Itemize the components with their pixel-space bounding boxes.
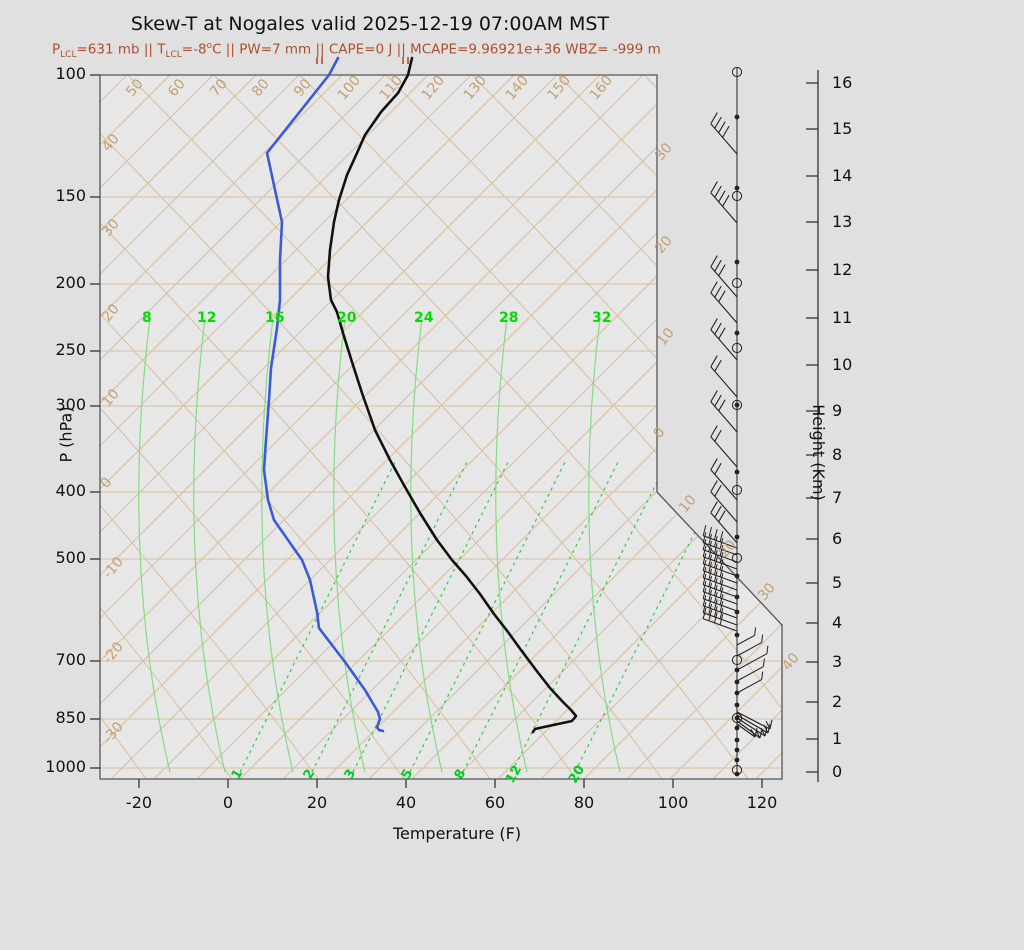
temperature-axis-title: Temperature (F): [392, 824, 522, 843]
height-tick-label: 14: [832, 166, 853, 185]
pressure-tick-label: 200: [55, 273, 86, 292]
moist-adiabat-label: 28: [499, 310, 519, 326]
wind-barb-column: [702, 66, 773, 777]
height-tick-label: 9: [832, 401, 843, 420]
sounding-indices-line: PLCL=631 mb || TLCL=-8oC || PW=7 mm || C…: [52, 41, 661, 60]
subtitle-fragment: C || PW=7 mm || CAPE=0 J || MCAPE=9.9692…: [212, 41, 661, 58]
height-tick-label: 3: [832, 652, 843, 671]
pressure-tick-label: 300: [55, 395, 86, 414]
moist-adiabat-label: 12: [197, 310, 217, 326]
pressure-tick-label: 150: [55, 186, 86, 205]
subtitle-fragment: =631 mb || T: [76, 41, 166, 58]
pressure-tick-label: 500: [55, 548, 86, 567]
pressure-tick-label: 400: [55, 481, 86, 500]
pressure-tick-label: 1000: [45, 757, 86, 776]
height-tick-label: 7: [832, 488, 843, 507]
height-tick-label: 2: [832, 692, 843, 711]
temperature-tick-label: 60: [484, 793, 506, 812]
height-axis-title: Height (Km): [808, 404, 828, 501]
height-tick-label: 8: [832, 445, 843, 464]
pressure-tick-label: 700: [55, 650, 86, 669]
height-tick-label: 11: [832, 308, 853, 327]
height-tick-label: 13: [832, 212, 853, 231]
height-tick-label: 12: [832, 260, 853, 279]
subtitle-fragment: =-8: [181, 41, 207, 58]
pressure-axis-title: P (hPa): [56, 406, 76, 463]
temperature-tick-label: 0: [222, 793, 234, 812]
chart-title: Skew-T at Nogales valid 2025-12-19 07:00…: [130, 13, 610, 35]
height-tick-label: 16: [832, 73, 853, 92]
pressure-tick-label: 100: [55, 64, 86, 83]
height-tick-label: 10: [832, 355, 853, 374]
temperature-tick-label: -20: [125, 793, 153, 812]
moist-adiabat-label: 20: [337, 310, 357, 326]
height-tick-label: 6: [832, 529, 843, 548]
moist-adiabat-label: 8: [142, 310, 152, 326]
temperature-tick-label: 120: [746, 793, 778, 812]
height-tick-label: 5: [832, 573, 843, 592]
subtitle-fragment: o: [206, 41, 213, 51]
pressure-tick-label: 250: [55, 340, 86, 359]
height-tick-label: 15: [832, 119, 853, 138]
height-tick-label: 1: [832, 729, 843, 748]
moist-adiabat-label: 24: [414, 310, 434, 326]
axis-ticks: [90, 70, 819, 788]
height-tick-label: 0: [832, 762, 843, 781]
subtitle-fragment: P: [52, 41, 61, 58]
subtitle-fragment: LCL: [165, 50, 182, 61]
temperature-tick-label: 100: [657, 793, 689, 812]
temperature-tick-label: 80: [573, 793, 595, 812]
moist-adiabat-label: 16: [265, 310, 285, 326]
temperature-tick-label: 20: [306, 793, 328, 812]
pressure-tick-label: 850: [55, 708, 86, 727]
height-tick-label: 4: [832, 613, 843, 632]
moist-adiabat-label: 32: [592, 310, 612, 326]
subtitle-fragment: LCL: [60, 50, 77, 61]
temperature-tick-label: 40: [395, 793, 417, 812]
